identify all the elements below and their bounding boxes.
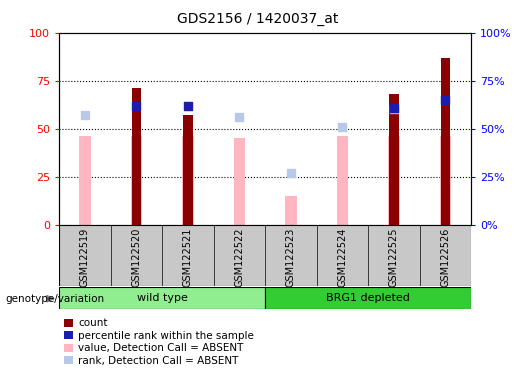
Point xyxy=(390,106,398,113)
Point xyxy=(390,104,398,111)
Point xyxy=(287,170,295,176)
Bar xyxy=(59,287,265,309)
Text: GSM122520: GSM122520 xyxy=(131,228,142,287)
Text: GSM122526: GSM122526 xyxy=(440,228,451,287)
Bar xyxy=(337,136,348,225)
Bar xyxy=(389,94,399,225)
Text: GSM122524: GSM122524 xyxy=(337,228,348,287)
Text: genotype/variation: genotype/variation xyxy=(5,294,104,304)
Bar xyxy=(183,115,193,225)
Point xyxy=(184,103,192,109)
Point xyxy=(338,124,347,130)
Bar xyxy=(131,136,142,225)
Text: GDS2156 / 1420037_at: GDS2156 / 1420037_at xyxy=(177,12,338,25)
Text: GSM122522: GSM122522 xyxy=(234,228,245,287)
Bar xyxy=(285,196,297,225)
Bar xyxy=(265,287,471,309)
Bar xyxy=(440,136,451,225)
Text: BRG1 depleted: BRG1 depleted xyxy=(327,293,410,303)
Bar xyxy=(182,136,194,225)
Bar xyxy=(132,88,141,225)
Text: GSM122525: GSM122525 xyxy=(389,228,399,287)
Bar xyxy=(388,136,400,225)
Text: GSM122523: GSM122523 xyxy=(286,228,296,287)
Point xyxy=(235,114,244,120)
Point xyxy=(441,97,450,103)
Point xyxy=(132,103,141,109)
Bar xyxy=(441,58,450,225)
Text: wild type: wild type xyxy=(137,293,187,303)
Point xyxy=(81,112,89,118)
Legend: count, percentile rank within the sample, value, Detection Call = ABSENT, rank, : count, percentile rank within the sample… xyxy=(64,318,254,366)
Bar xyxy=(79,136,91,225)
Bar xyxy=(234,138,245,225)
Text: GSM122521: GSM122521 xyxy=(183,228,193,287)
Text: GSM122519: GSM122519 xyxy=(80,228,90,287)
